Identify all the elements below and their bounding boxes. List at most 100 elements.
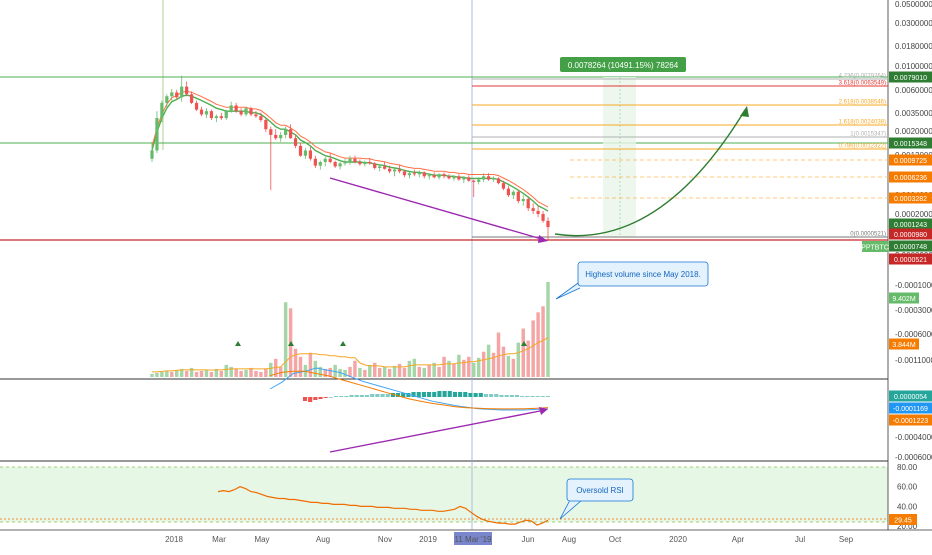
date-highlight-box — [454, 532, 492, 545]
macd-histogram-bar — [359, 395, 364, 397]
macd-histogram-bar — [509, 395, 514, 397]
rsi-axis-tick: 80.00 — [897, 463, 918, 472]
candle — [546, 220, 550, 228]
macd-histogram-bar — [499, 395, 504, 397]
time-axis-ticks: 2018 Mar May Aug Nov 2019 11 Mar '19 Jun Aug Oct 2… — [165, 535, 854, 544]
candle — [160, 102, 164, 119]
price-axis-tick: 0.0100000 — [895, 62, 932, 71]
candle — [397, 169, 402, 172]
measure-label: 0.0078264 (10491.15%) 78264 — [568, 61, 679, 70]
candle — [303, 150, 308, 156]
time-axis-tick: Sep — [839, 535, 854, 544]
volume-bar — [333, 364, 337, 377]
price-badge-text: 0.0079010 — [894, 75, 927, 82]
fib-level-label: 3.618(0.0063549) — [839, 81, 886, 87]
volume-axis: -0.0001000 -0.0003000 -0.0006000 -0.0011000… — [889, 281, 932, 365]
price-axis-tick: 0.0500000 — [895, 0, 932, 9]
rsi-badge-text: 29.45 — [894, 518, 912, 525]
macd-histogram-bar — [323, 397, 328, 398]
candle — [338, 163, 342, 167]
fib-level-label: 0(0.0000521) — [850, 232, 886, 238]
candle — [482, 176, 486, 180]
volume-badge — [889, 338, 919, 350]
volume-bar — [283, 302, 288, 377]
volume-bar — [328, 367, 332, 377]
macd-badge — [889, 414, 932, 426]
price-badge — [889, 171, 932, 183]
volume-bars — [150, 282, 550, 377]
fib-layer: 4.236(0.0079264)3.618(0.0063549) 2.618(0.… — [472, 74, 888, 238]
candle — [387, 168, 392, 172]
price-badge-text: 0.0006236 — [894, 175, 927, 182]
volume-bar — [353, 360, 357, 377]
volume-marker — [340, 341, 346, 346]
volume-bar — [189, 367, 194, 377]
candle — [185, 86, 189, 95]
candle — [427, 175, 431, 177]
volume-bar — [165, 370, 169, 377]
volume-badge-text: 3.844M — [892, 342, 916, 349]
time-axis-tick: Oct — [609, 535, 622, 544]
candle — [165, 96, 169, 103]
volume-bar — [531, 320, 535, 377]
macd-histogram-bar — [354, 395, 359, 397]
symbol-badge-text: PPTBTC — [861, 245, 889, 252]
candle — [293, 138, 298, 146]
volume-bar — [204, 369, 209, 377]
volume-bar — [467, 356, 471, 377]
volume-bar — [546, 282, 550, 377]
macd-uptrend-arrowhead — [539, 407, 548, 415]
macd-badge — [889, 402, 932, 414]
fib-level-label: 2.618(0.0038546) — [839, 100, 886, 106]
time-axis-tick: 2020 — [669, 535, 687, 544]
volume-bar — [170, 371, 174, 377]
candle — [407, 173, 412, 176]
candle — [383, 166, 387, 169]
candle — [318, 162, 322, 166]
time-axis-tick: Aug — [316, 535, 330, 544]
candle — [516, 191, 520, 202]
volume-bar — [278, 366, 283, 377]
candle — [353, 158, 357, 162]
rsi-badge — [889, 514, 917, 525]
candle — [447, 176, 451, 179]
fib-level-label: 0.786(0.0012322) — [839, 144, 886, 150]
macd-histogram-bar — [447, 391, 452, 397]
macd-histogram-bar — [416, 392, 421, 397]
candle — [378, 166, 382, 168]
volume-axis-tick: -0.0003000 — [895, 306, 932, 315]
projection-arrow — [554, 109, 746, 237]
macd-histogram-bar — [504, 395, 509, 397]
candle — [219, 116, 223, 119]
candle — [150, 150, 154, 159]
rsi-callout-text: Oversold RSI — [576, 486, 624, 495]
candle — [457, 176, 461, 180]
candle — [442, 174, 446, 177]
volume-bar — [229, 366, 233, 377]
candle — [249, 108, 253, 115]
macd-axis-tick: -0.0004000 — [895, 433, 932, 442]
price-badge-text: 0.0000521 — [894, 257, 927, 264]
macd-histogram-bar — [442, 391, 447, 397]
candle — [224, 111, 228, 119]
volume-bar — [244, 369, 248, 377]
candle — [462, 177, 466, 180]
volume-bar — [526, 340, 530, 377]
volume-bar — [541, 306, 545, 377]
macd-histogram-bar — [385, 394, 390, 397]
price-axis-tick: 0.0020000 — [895, 127, 932, 136]
candle — [333, 162, 337, 167]
price-axis-tick: 0.0300000 — [895, 19, 932, 28]
volume-bar — [536, 312, 540, 377]
volume-bar — [323, 368, 327, 377]
candle — [526, 199, 530, 209]
time-axis-tick: Apr — [732, 535, 745, 544]
macd-histogram-bar — [525, 396, 530, 397]
macd-histogram-bar — [478, 393, 483, 397]
macd-histogram-bar — [468, 393, 473, 397]
volume-bar — [407, 360, 412, 377]
macd-histogram-bar — [349, 395, 354, 397]
time-axis-tick: Jul — [795, 535, 805, 544]
